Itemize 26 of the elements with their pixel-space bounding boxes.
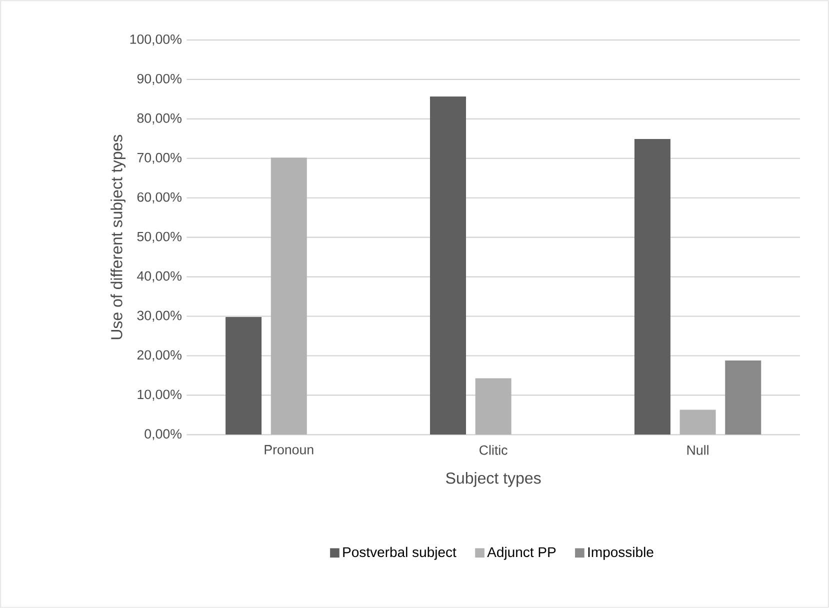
legend-label: Postverbal subject (343, 546, 456, 560)
y-tick-label: 0,00% (144, 429, 182, 440)
y-tick-label: 10,00% (138, 390, 182, 401)
y-tick-label: 70,00% (137, 152, 182, 164)
y-tick-label: 80,00% (137, 113, 182, 124)
x-tick-label: Pronoun (264, 445, 314, 454)
y-tick-label: 30,00% (137, 310, 182, 322)
bar (725, 360, 762, 435)
x-tick-label: Clitic (480, 445, 508, 455)
bar (430, 96, 466, 435)
legend-label: Impossible (588, 546, 654, 560)
bar (634, 139, 670, 435)
y-tick-label: 20,00% (137, 350, 182, 362)
y-tick-label: 60,00% (137, 192, 182, 204)
bar (475, 378, 512, 435)
legend-label: Adjunct PP (487, 546, 556, 560)
y-axis-title: Use of different subject types (110, 134, 126, 340)
x-tick-label: Null (687, 445, 708, 455)
y-tick-label: 50,00% (137, 232, 182, 243)
y-tick-label: 100,00% (130, 34, 182, 46)
y-tick-label: 40,00% (137, 271, 182, 282)
x-axis-title: Subject types (446, 472, 541, 487)
bar (680, 410, 716, 435)
bar (226, 317, 262, 435)
bar (270, 158, 307, 435)
y-tick-label: 90,00% (137, 74, 182, 85)
